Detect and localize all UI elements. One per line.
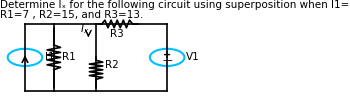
- Text: —: —: [162, 55, 172, 65]
- Text: R3: R3: [110, 29, 124, 39]
- Text: $I_x$: $I_x$: [80, 22, 89, 36]
- Text: +: +: [163, 50, 171, 60]
- Text: R1: R1: [62, 52, 76, 62]
- Text: R1=7 , R2=15, and R3=13.: R1=7 , R2=15, and R3=13.: [0, 10, 144, 20]
- Text: V1: V1: [186, 52, 200, 62]
- Text: R2: R2: [105, 60, 118, 70]
- Text: I1: I1: [45, 52, 55, 62]
- Text: Determine Iₓ for the following circuit using superposition when I1=15 A, V1=32 V: Determine Iₓ for the following circuit u…: [0, 0, 350, 10]
